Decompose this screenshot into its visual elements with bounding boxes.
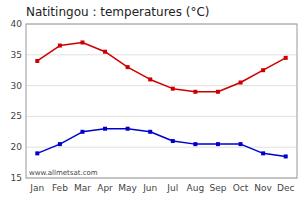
point-marker xyxy=(126,65,130,69)
point-marker xyxy=(58,142,62,146)
x-tick-label: Dec xyxy=(277,183,294,193)
watermark: www.allmetsat.com xyxy=(29,169,98,177)
chart-container: Natitingou : temperatures (°C) 15 20 25 30 35… xyxy=(0,0,305,200)
point-marker xyxy=(80,130,84,134)
point-marker xyxy=(35,151,39,155)
chart-title: Natitingou : temperatures (°C) xyxy=(26,5,210,19)
point-marker xyxy=(239,81,243,85)
plot-frame xyxy=(26,24,297,178)
series-line xyxy=(37,42,285,91)
point-marker xyxy=(284,56,288,60)
x-tick-label: Jul xyxy=(166,183,178,193)
point-marker xyxy=(171,87,175,91)
y-tick-label: 25 xyxy=(11,111,22,121)
x-tick-label: Jan xyxy=(29,183,44,193)
y-tick-label: 20 xyxy=(11,142,23,152)
x-tick-label: Feb xyxy=(52,183,68,193)
point-marker xyxy=(35,59,39,63)
point-marker xyxy=(171,139,175,143)
grid-line xyxy=(26,116,297,117)
x-tick-label: Nov xyxy=(254,183,272,193)
x-tick-label: Aug xyxy=(187,183,205,193)
point-marker xyxy=(148,130,152,134)
grid-line xyxy=(26,54,297,55)
x-tick-label: Mar xyxy=(74,183,91,193)
plot-area xyxy=(35,40,287,158)
x-tick-label: Sep xyxy=(209,183,226,193)
x-tick-label: Jun xyxy=(142,183,157,193)
point-marker xyxy=(216,90,220,94)
x-tick-label: Apr xyxy=(97,183,113,193)
point-marker xyxy=(216,142,220,146)
point-marker xyxy=(261,151,265,155)
point-marker xyxy=(261,68,265,72)
chart-svg: Natitingou : temperatures (°C) 15 20 25 30 35… xyxy=(0,0,305,200)
point-marker xyxy=(284,154,288,158)
point-marker xyxy=(126,127,130,131)
point-marker xyxy=(80,40,84,44)
point-marker xyxy=(58,44,62,48)
series-line xyxy=(37,129,285,157)
grid-line xyxy=(26,147,297,148)
y-tick-label: 30 xyxy=(11,81,23,91)
y-tick-label: 15 xyxy=(11,173,22,183)
point-marker xyxy=(148,77,152,81)
grid-line xyxy=(26,85,297,86)
point-marker xyxy=(103,127,107,131)
y-tick-label: 35 xyxy=(11,50,22,60)
point-marker xyxy=(239,142,243,146)
point-marker xyxy=(193,142,197,146)
x-tick-label: May xyxy=(118,183,137,193)
x-tick-label: Oct xyxy=(233,183,249,193)
point-marker xyxy=(193,90,197,94)
point-marker xyxy=(103,50,107,54)
y-tick-label: 40 xyxy=(11,19,23,29)
